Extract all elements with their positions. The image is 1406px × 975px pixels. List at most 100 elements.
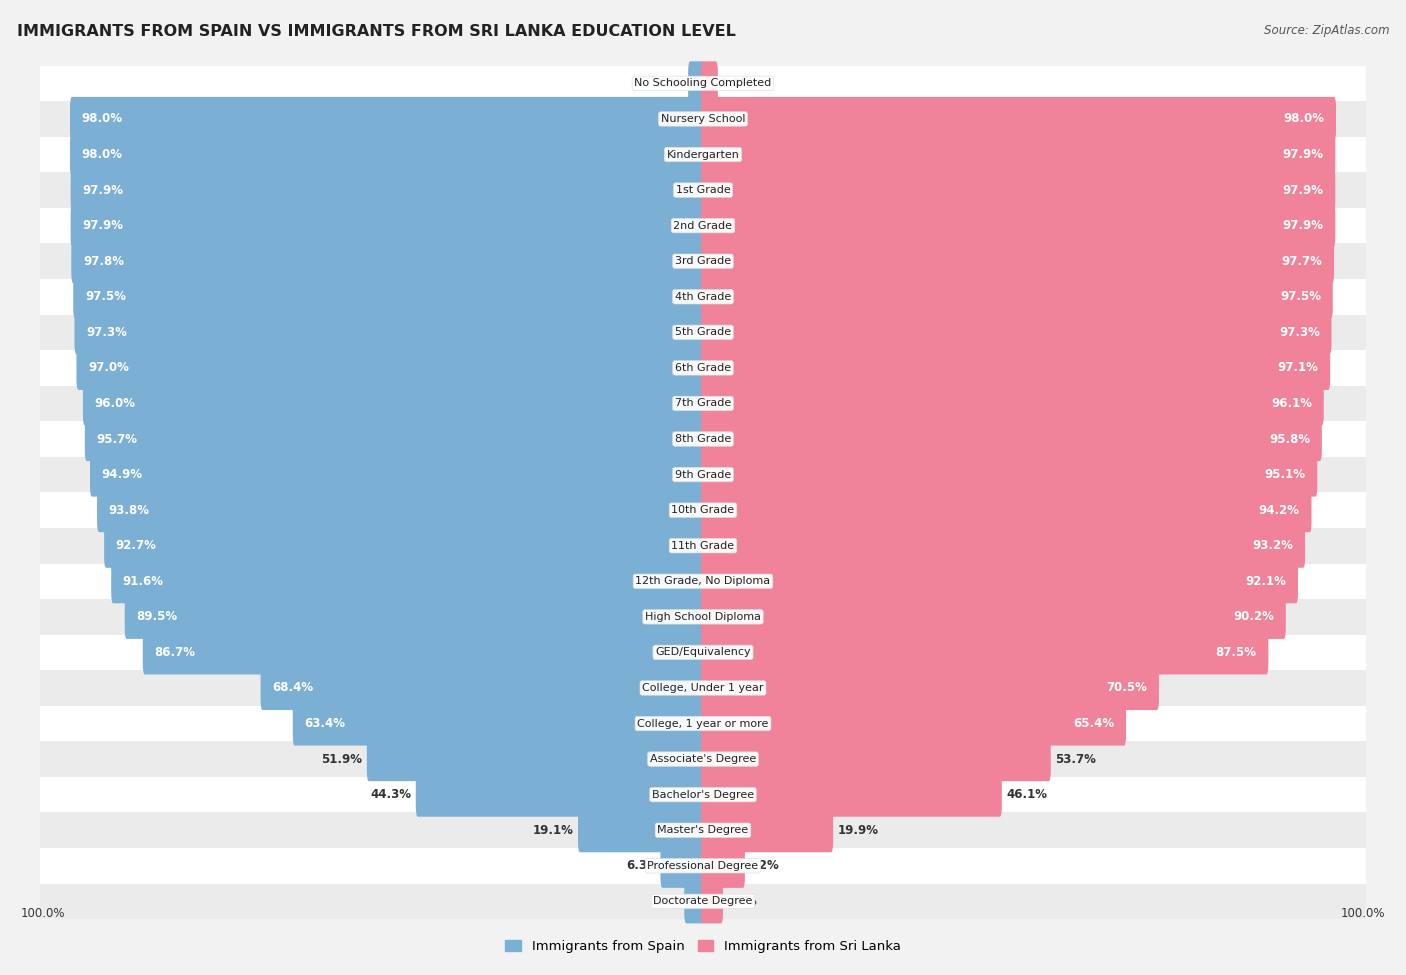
FancyBboxPatch shape <box>39 777 1367 812</box>
FancyBboxPatch shape <box>97 488 704 532</box>
FancyBboxPatch shape <box>70 97 704 141</box>
FancyBboxPatch shape <box>688 61 704 105</box>
Text: 19.1%: 19.1% <box>533 824 574 837</box>
FancyBboxPatch shape <box>702 204 1336 248</box>
Text: Source: ZipAtlas.com: Source: ZipAtlas.com <box>1264 24 1389 37</box>
Text: High School Diploma: High School Diploma <box>645 612 761 622</box>
FancyBboxPatch shape <box>39 670 1367 706</box>
FancyBboxPatch shape <box>702 168 1336 213</box>
Text: 87.5%: 87.5% <box>1216 645 1257 659</box>
Text: 96.1%: 96.1% <box>1271 397 1312 410</box>
FancyBboxPatch shape <box>73 275 704 319</box>
FancyBboxPatch shape <box>39 564 1367 599</box>
FancyBboxPatch shape <box>702 843 745 888</box>
FancyBboxPatch shape <box>416 772 704 817</box>
FancyBboxPatch shape <box>39 635 1367 670</box>
FancyBboxPatch shape <box>90 452 704 496</box>
FancyBboxPatch shape <box>143 631 704 675</box>
Text: 46.1%: 46.1% <box>1007 788 1047 801</box>
FancyBboxPatch shape <box>39 741 1367 777</box>
FancyBboxPatch shape <box>39 812 1367 848</box>
Text: 100.0%: 100.0% <box>21 908 65 920</box>
Text: 70.5%: 70.5% <box>1107 682 1147 694</box>
Text: Bachelor's Degree: Bachelor's Degree <box>652 790 754 799</box>
FancyBboxPatch shape <box>702 239 1334 284</box>
Text: 6.3%: 6.3% <box>627 859 659 873</box>
FancyBboxPatch shape <box>39 883 1367 919</box>
FancyBboxPatch shape <box>661 843 704 888</box>
Text: 6th Grade: 6th Grade <box>675 363 731 372</box>
FancyBboxPatch shape <box>39 315 1367 350</box>
Text: Nursery School: Nursery School <box>661 114 745 124</box>
FancyBboxPatch shape <box>292 701 704 746</box>
Text: 92.1%: 92.1% <box>1246 575 1286 588</box>
FancyBboxPatch shape <box>39 599 1367 635</box>
Text: 10th Grade: 10th Grade <box>672 505 734 515</box>
Text: 44.3%: 44.3% <box>370 788 412 801</box>
FancyBboxPatch shape <box>702 346 1330 390</box>
Text: 9th Grade: 9th Grade <box>675 470 731 480</box>
Text: 94.2%: 94.2% <box>1258 504 1301 517</box>
FancyBboxPatch shape <box>702 381 1324 425</box>
Text: 53.7%: 53.7% <box>1054 753 1097 765</box>
FancyBboxPatch shape <box>702 133 1336 176</box>
Text: 98.0%: 98.0% <box>82 112 122 126</box>
Text: 90.2%: 90.2% <box>1233 610 1274 623</box>
FancyBboxPatch shape <box>367 737 704 781</box>
FancyBboxPatch shape <box>39 848 1367 883</box>
Text: Kindergarten: Kindergarten <box>666 149 740 160</box>
Text: 97.9%: 97.9% <box>83 219 124 232</box>
FancyBboxPatch shape <box>39 208 1367 244</box>
Text: 97.9%: 97.9% <box>1282 183 1323 197</box>
Text: 100.0%: 100.0% <box>1341 908 1385 920</box>
Text: 97.9%: 97.9% <box>83 183 124 197</box>
Text: 97.8%: 97.8% <box>83 254 124 268</box>
Text: IMMIGRANTS FROM SPAIN VS IMMIGRANTS FROM SRI LANKA EDUCATION LEVEL: IMMIGRANTS FROM SPAIN VS IMMIGRANTS FROM… <box>17 24 735 39</box>
Text: 5th Grade: 5th Grade <box>675 328 731 337</box>
FancyBboxPatch shape <box>70 204 704 248</box>
FancyBboxPatch shape <box>39 279 1367 315</box>
Text: 51.9%: 51.9% <box>322 753 363 765</box>
Text: GED/Equivalency: GED/Equivalency <box>655 647 751 657</box>
Text: 68.4%: 68.4% <box>273 682 314 694</box>
FancyBboxPatch shape <box>72 239 704 284</box>
FancyBboxPatch shape <box>39 457 1367 492</box>
FancyBboxPatch shape <box>702 666 1159 710</box>
FancyBboxPatch shape <box>104 524 704 567</box>
FancyBboxPatch shape <box>702 61 718 105</box>
Text: 2.0%: 2.0% <box>654 77 688 90</box>
Text: College, 1 year or more: College, 1 year or more <box>637 719 769 728</box>
Text: 89.5%: 89.5% <box>136 610 177 623</box>
Text: 97.5%: 97.5% <box>1279 291 1322 303</box>
FancyBboxPatch shape <box>125 595 704 639</box>
FancyBboxPatch shape <box>260 666 704 710</box>
FancyBboxPatch shape <box>84 417 704 461</box>
Text: 96.0%: 96.0% <box>94 397 135 410</box>
FancyBboxPatch shape <box>39 244 1367 279</box>
Text: 6.2%: 6.2% <box>747 859 779 873</box>
Text: 3rd Grade: 3rd Grade <box>675 256 731 266</box>
Text: 1st Grade: 1st Grade <box>676 185 730 195</box>
Text: 19.9%: 19.9% <box>838 824 879 837</box>
Text: 4th Grade: 4th Grade <box>675 292 731 302</box>
FancyBboxPatch shape <box>578 808 704 852</box>
FancyBboxPatch shape <box>39 706 1367 741</box>
FancyBboxPatch shape <box>702 631 1268 675</box>
Text: 8th Grade: 8th Grade <box>675 434 731 444</box>
Text: 97.5%: 97.5% <box>84 291 127 303</box>
Text: College, Under 1 year: College, Under 1 year <box>643 682 763 693</box>
Text: 97.3%: 97.3% <box>1279 326 1320 339</box>
Text: 2.0%: 2.0% <box>718 77 752 90</box>
FancyBboxPatch shape <box>702 310 1331 354</box>
Text: Master's Degree: Master's Degree <box>658 825 748 836</box>
FancyBboxPatch shape <box>702 524 1305 567</box>
Text: 91.6%: 91.6% <box>122 575 165 588</box>
FancyBboxPatch shape <box>111 560 704 604</box>
FancyBboxPatch shape <box>702 417 1322 461</box>
Text: 98.0%: 98.0% <box>1284 112 1324 126</box>
FancyBboxPatch shape <box>75 310 704 354</box>
Text: 11th Grade: 11th Grade <box>672 541 734 551</box>
Text: 2.6%: 2.6% <box>651 895 683 908</box>
FancyBboxPatch shape <box>702 488 1312 532</box>
FancyBboxPatch shape <box>702 772 1002 817</box>
